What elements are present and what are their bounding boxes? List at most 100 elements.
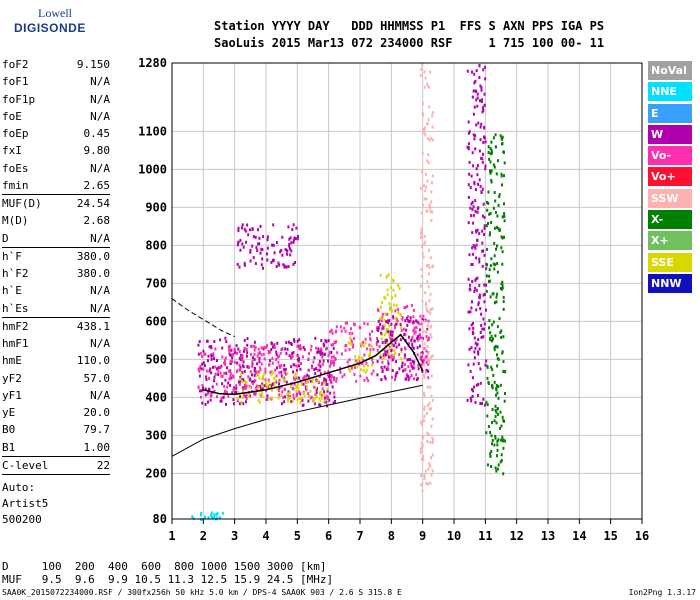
echo-point [467, 195, 470, 199]
echo-point [293, 338, 295, 342]
echo-point [217, 369, 220, 373]
param-row-fof1: foF1 N/A [2, 73, 110, 90]
echo-point [409, 358, 412, 362]
echo-point [332, 363, 335, 367]
echo-point [215, 513, 218, 517]
echo-point [251, 244, 254, 248]
auto-artist: Artist5 [2, 497, 49, 510]
echo-point [299, 392, 302, 396]
echo-point [416, 336, 419, 340]
echo-point [204, 393, 207, 397]
echo-point [389, 355, 392, 359]
echo-point [380, 365, 383, 369]
echo-point [496, 467, 499, 471]
echo-point [482, 335, 485, 339]
echo-point [360, 343, 363, 347]
echo-point [244, 380, 247, 384]
echo-point [280, 248, 283, 252]
echo-point [494, 436, 497, 440]
echo-point [387, 367, 390, 371]
echo-point [255, 372, 258, 376]
echo-point [258, 236, 261, 240]
echo-point [472, 89, 475, 93]
echo-point [208, 345, 211, 349]
echo-point [481, 187, 484, 191]
echo-point [323, 399, 326, 403]
echo-point [273, 376, 275, 380]
param-value: N/A [90, 231, 110, 245]
echo-point [233, 390, 236, 394]
legend-ssw: SSW [648, 188, 692, 208]
echo-point [387, 273, 390, 277]
echo-point [308, 368, 310, 372]
echo-point [424, 76, 427, 80]
echo-point [315, 391, 318, 395]
param-row-hf2: h`F2 380.0 [2, 265, 110, 282]
echo-point [488, 212, 491, 216]
echo-point [209, 394, 212, 398]
echo-point [319, 392, 322, 396]
echo-point [487, 190, 490, 194]
echo-point [424, 371, 427, 375]
echo-point [285, 380, 288, 384]
echo-point [395, 317, 398, 321]
echo-point [317, 368, 319, 372]
echo-point [426, 338, 429, 342]
echo-point [398, 286, 401, 290]
echo-point [257, 242, 260, 246]
echo-point [259, 366, 262, 370]
echo-point [410, 374, 413, 377]
echo-point [286, 252, 289, 256]
echo-point [260, 263, 263, 267]
echo-point [300, 383, 303, 386]
echo-point [288, 242, 291, 246]
echo-point [493, 348, 496, 352]
echo-point [428, 407, 431, 411]
echo-point [220, 396, 223, 400]
echo-point [287, 399, 290, 403]
echo-point [231, 391, 234, 395]
echo-point [271, 356, 274, 360]
echo-point [477, 382, 480, 386]
echo-point [471, 200, 474, 204]
echo-point [254, 235, 257, 239]
param-value: 24.54 [76, 197, 110, 210]
echo-point [477, 121, 480, 125]
echo-point [326, 373, 329, 377]
echo-point [216, 516, 219, 520]
echo-point [258, 242, 261, 246]
echo-point [497, 203, 500, 207]
param-key: M(D) [2, 214, 29, 228]
param-value: 22 [96, 458, 110, 472]
echo-point [221, 346, 224, 350]
echo-point [298, 397, 301, 401]
echo-point [259, 224, 262, 228]
echo-point [418, 328, 421, 332]
echo-point [202, 386, 204, 390]
echo-point [369, 336, 371, 340]
echo-point [354, 355, 357, 359]
echo-point [313, 368, 316, 372]
echo-point [430, 200, 433, 204]
echo-point [498, 426, 501, 430]
echo-point [474, 246, 477, 250]
echo-point [358, 360, 361, 364]
echo-point [483, 293, 486, 296]
echo-point [494, 210, 497, 214]
echo-point [480, 324, 483, 327]
echo-point [497, 438, 500, 442]
echo-point [430, 218, 433, 222]
legend-nne: NNE [648, 82, 692, 102]
echo-point [270, 260, 273, 264]
echo-point [403, 355, 406, 359]
echo-point [494, 415, 497, 418]
echo-point [238, 382, 241, 386]
echo-point [313, 400, 315, 404]
echo-point [350, 338, 353, 342]
echo-point [430, 190, 433, 194]
echo-point [315, 395, 318, 398]
echo-point [205, 378, 208, 381]
echo-point [257, 352, 260, 356]
echo-point [303, 348, 306, 351]
echo-point [283, 363, 286, 367]
